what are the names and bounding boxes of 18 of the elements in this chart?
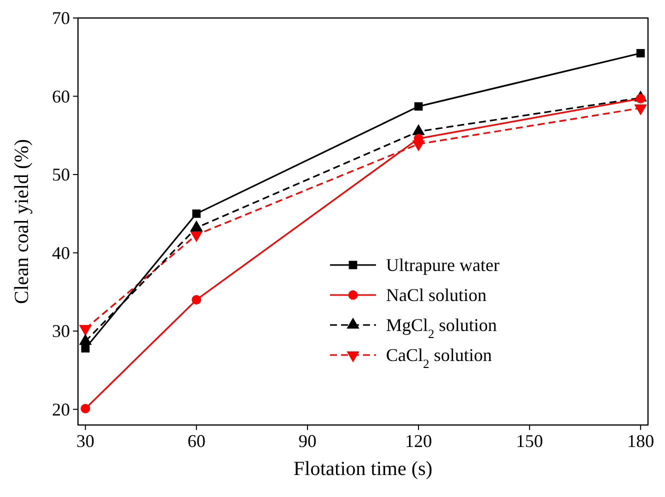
legend-label: Ultrapure water <box>386 255 500 275</box>
y-axis-title: Clean coal yield (%) <box>11 139 33 304</box>
y-tick-label: 20 <box>52 399 70 420</box>
y-tick-label: 40 <box>52 242 70 263</box>
y-tick-label: 70 <box>52 8 70 28</box>
x-tick-label: 180 <box>627 431 654 451</box>
legend-label: CaCl$_{2}$ solution <box>386 345 492 371</box>
y-tick-label: 60 <box>52 86 70 106</box>
x-tick-label: 90 <box>298 431 316 451</box>
x-tick-label: 150 <box>516 431 544 451</box>
x-axis-title: Flotation time (s) <box>294 458 432 480</box>
y-tick-label: 50 <box>52 164 70 185</box>
y-tick-label: 30 <box>52 321 70 342</box>
legend-label: NaCl solution <box>386 285 487 305</box>
legend-label: MgCl$_{2}$ solution <box>386 315 497 341</box>
x-tick-label: 30 <box>76 431 94 451</box>
x-tick-label: 60 <box>187 431 206 451</box>
x-tick-label: 120 <box>405 431 432 451</box>
